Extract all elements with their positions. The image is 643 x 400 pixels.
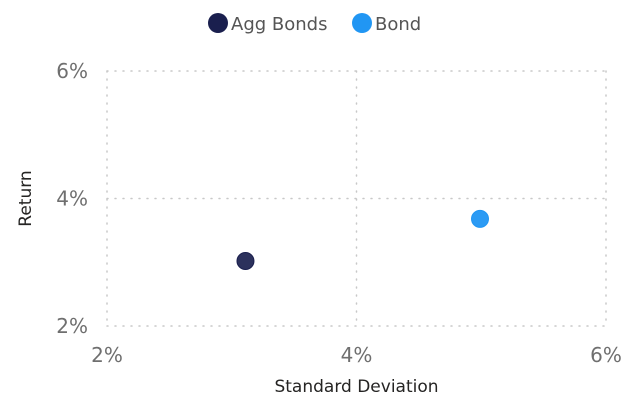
legend-marker xyxy=(352,13,372,33)
data-point-agg-bonds xyxy=(236,251,255,270)
legend-label: Agg Bonds xyxy=(231,14,327,35)
legend: Agg Bonds Bond xyxy=(208,13,421,35)
gridlines xyxy=(106,70,607,327)
legend-label: Bond xyxy=(375,14,421,35)
legend-marker xyxy=(208,13,228,33)
y-tick-label: 4% xyxy=(56,187,88,211)
y-axis-ticks: 2% 4% 6% xyxy=(56,59,88,338)
x-tick-label: 6% xyxy=(590,343,622,367)
y-axis-title: Return xyxy=(16,170,36,226)
data-points xyxy=(236,209,490,270)
x-axis-ticks: 2% 4% 6% xyxy=(91,343,622,367)
x-tick-label: 4% xyxy=(341,343,373,367)
y-tick-label: 2% xyxy=(56,314,88,338)
y-tick-label: 6% xyxy=(56,59,88,83)
x-axis-title: Standard Deviation xyxy=(274,377,438,397)
data-point-bond xyxy=(471,209,490,228)
x-tick-label: 2% xyxy=(91,343,123,367)
